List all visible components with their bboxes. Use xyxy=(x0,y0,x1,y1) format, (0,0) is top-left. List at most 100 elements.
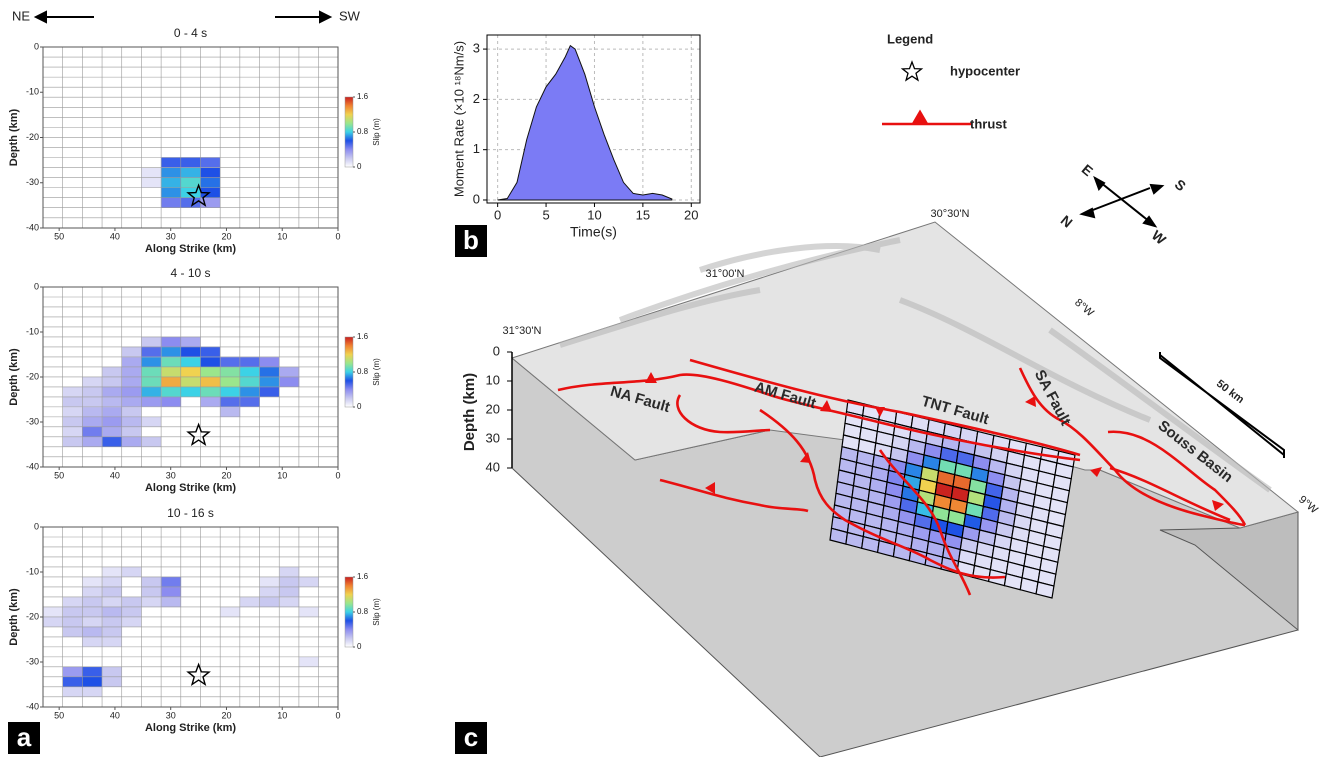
x-tick-label: 0 xyxy=(335,470,340,480)
slip-cell xyxy=(221,387,241,397)
slip-cell xyxy=(181,357,201,367)
depth-tick-label: 0 xyxy=(493,343,500,358)
x-tick-label: 20 xyxy=(684,207,698,222)
y-tick-label: -20 xyxy=(26,371,39,381)
coordinate-label: 31°00'N xyxy=(706,268,745,280)
slip-cell xyxy=(161,198,181,208)
slip-cell xyxy=(141,347,161,357)
slip-cell xyxy=(221,607,241,617)
slip-cell xyxy=(161,367,181,377)
x-tick-label: 0 xyxy=(494,207,501,222)
slip-cell xyxy=(102,667,122,677)
slip-cell xyxy=(141,577,161,587)
slip-cell xyxy=(122,367,142,377)
y-tick-label: -40 xyxy=(26,701,39,711)
slip-cell xyxy=(102,407,122,417)
slip-cell xyxy=(141,168,161,178)
y-tick-label: 1 xyxy=(473,141,480,156)
x-tick-label: 20 xyxy=(221,710,231,720)
y-tick-label: -20 xyxy=(26,132,39,142)
slip-cell xyxy=(63,617,83,627)
slip-cell xyxy=(141,417,161,427)
slip-cell xyxy=(181,377,201,387)
depth-tick-label: 30 xyxy=(486,430,500,445)
x-tick-label: 30 xyxy=(166,470,176,480)
slip-cell xyxy=(122,417,142,427)
slip-cell xyxy=(141,337,161,347)
slip-cell xyxy=(82,637,102,647)
depth-axis-label: Depth (km) xyxy=(461,373,478,451)
slip-cell xyxy=(122,347,142,357)
colorbar-tick-label: 0 xyxy=(357,402,362,411)
slip-cell xyxy=(280,367,300,377)
legend-label: thrust xyxy=(970,116,1008,131)
arrow-right xyxy=(275,12,330,22)
slip-cell xyxy=(161,168,181,178)
slip-cell xyxy=(43,617,63,627)
colorbar xyxy=(345,337,353,407)
compass-label: W xyxy=(1149,227,1170,248)
x-tick-label: 10 xyxy=(277,470,287,480)
panel-label: a xyxy=(17,722,32,752)
slip-cell xyxy=(240,387,260,397)
hypocenter xyxy=(188,665,209,685)
colorbar-label: Slip (m) xyxy=(372,358,381,386)
slip-cell xyxy=(221,397,241,407)
y-tick-label: 0 xyxy=(473,191,480,206)
slip-cell xyxy=(240,367,260,377)
depth-tick-label: 40 xyxy=(486,459,500,474)
coordinate-label: 30°30'N xyxy=(931,208,970,220)
x-axis-label: Along Strike (km) xyxy=(145,243,236,255)
y-tick-label: -10 xyxy=(26,87,39,97)
slip-cell xyxy=(161,357,181,367)
slip-cell xyxy=(102,417,122,427)
x-tick-label: 0 xyxy=(335,710,340,720)
slip-cell xyxy=(102,577,122,587)
y-axis-label: Depth (km) xyxy=(8,348,20,406)
y-tick-label: -20 xyxy=(26,611,39,621)
slip-cell xyxy=(141,367,161,377)
slip-cell xyxy=(82,397,102,407)
slip-cell xyxy=(122,377,142,387)
slip-cell xyxy=(102,387,122,397)
slip-cell xyxy=(122,357,142,367)
slip-cell xyxy=(102,677,122,687)
slip-cell xyxy=(181,387,201,397)
slip-cell xyxy=(82,667,102,677)
slip-cell xyxy=(122,617,142,627)
slip-cell xyxy=(280,577,300,587)
slip-cell xyxy=(141,437,161,447)
slip-cell xyxy=(141,387,161,397)
slip-cell xyxy=(102,397,122,407)
slip-cell xyxy=(280,597,300,607)
slip-cell xyxy=(63,677,83,687)
slip-cell xyxy=(161,387,181,397)
slip-cell xyxy=(240,597,260,607)
slip-cell xyxy=(200,178,220,188)
panel-label: c xyxy=(464,722,478,752)
y-tick-label: 0 xyxy=(34,41,39,51)
slip-cell xyxy=(63,597,83,607)
y-tick-label: -10 xyxy=(26,326,39,336)
legend-label: hypocenter xyxy=(950,63,1020,78)
direction-sw: SW xyxy=(339,8,361,23)
x-axis-label: Time(s) xyxy=(570,224,617,240)
slip-cell xyxy=(43,607,63,617)
colorbar xyxy=(345,577,353,647)
slip-cell xyxy=(299,657,319,667)
compass xyxy=(1082,178,1162,226)
colorbar-tick-label: 1.6 xyxy=(357,572,369,581)
x-tick-label: 20 xyxy=(221,470,231,480)
slip-cell xyxy=(63,417,83,427)
x-tick-label: 5 xyxy=(542,207,549,222)
slip-cell xyxy=(141,377,161,387)
slip-cell xyxy=(63,387,83,397)
x-tick-label: 0 xyxy=(335,231,340,241)
colorbar-tick-label: 0.8 xyxy=(357,127,369,136)
slip-cell xyxy=(221,407,241,417)
x-tick-label: 10 xyxy=(277,231,287,241)
slip-cell xyxy=(181,337,201,347)
slip-cell xyxy=(161,397,181,407)
slip-cell xyxy=(299,607,319,617)
slip-cell xyxy=(200,357,220,367)
